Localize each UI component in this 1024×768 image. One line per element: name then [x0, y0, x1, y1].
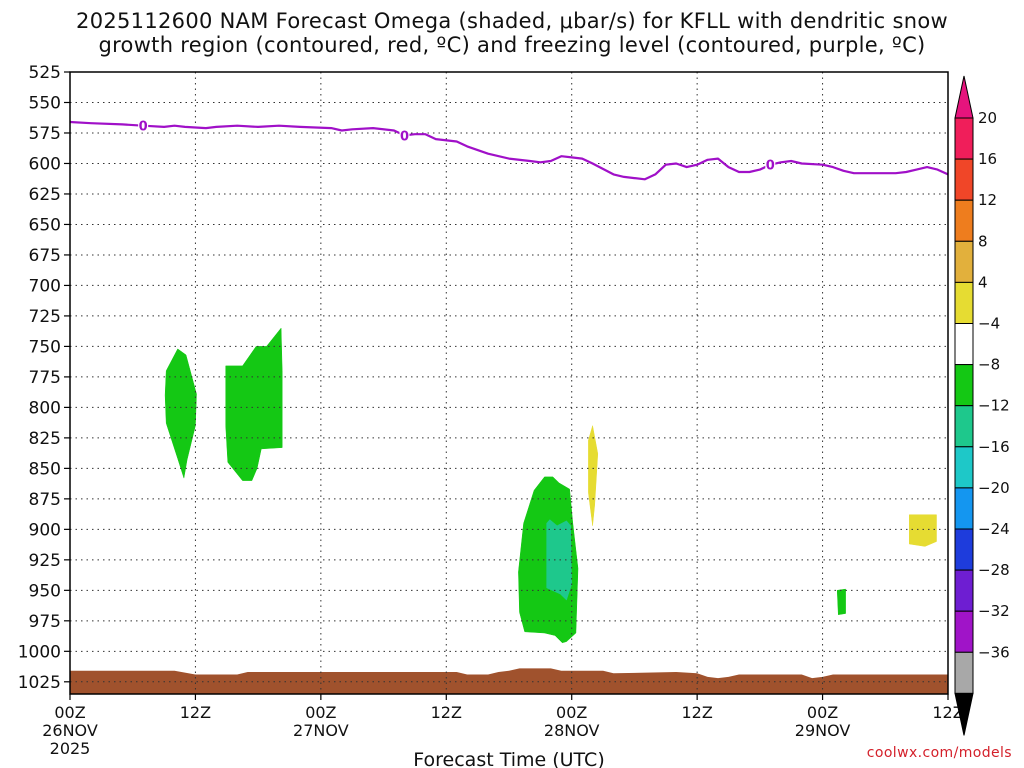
colorbar-segment — [954, 651, 974, 694]
colorbar-segment — [954, 364, 974, 407]
freezing-level-label-bg — [399, 127, 410, 143]
y-tick-label: 925 — [29, 551, 61, 571]
y-tick-label: 800 — [29, 398, 61, 418]
omega-region-green-hr11 — [164, 348, 197, 479]
y-tick-label: 900 — [29, 520, 61, 540]
colorbar-label: −32 — [978, 602, 1010, 620]
y-tick-label: 750 — [29, 337, 61, 357]
terrain-fill — [70, 668, 948, 694]
chart-title-line-1: 2025112600 NAM Forecast Omega (shaded, μ… — [76, 9, 948, 33]
y-tick-label: 950 — [29, 581, 61, 601]
x-year-label: 2025 — [50, 739, 91, 758]
colorbar-segment — [954, 569, 974, 612]
freezing-level-label: 0 — [766, 159, 775, 174]
x-tick-label: 00Z — [305, 703, 336, 722]
colorbar-label: −16 — [978, 438, 1010, 456]
colorbar-label: −12 — [978, 397, 1010, 415]
y-tick-label: 875 — [29, 490, 61, 510]
x-tick-label: 00Z — [54, 703, 85, 722]
x-date-label: 29NOV — [795, 721, 851, 740]
omega-region-yellow-hr80 — [909, 514, 937, 547]
colorbar-label: −8 — [978, 356, 1000, 374]
y-tick-label: 1000 — [18, 642, 61, 662]
x-tick-label: 00Z — [556, 703, 587, 722]
y-tick-label: 850 — [29, 459, 61, 479]
colorbar-segment — [954, 240, 974, 283]
chart-title-line-2: growth region (contoured, red, ºC) and f… — [98, 33, 926, 57]
colorbar-label: −36 — [978, 643, 1010, 661]
x-tick-label: 12Z — [681, 703, 712, 722]
colorbar-label: 12 — [978, 191, 997, 209]
colorbar-top-arrow — [954, 75, 974, 119]
y-tick-label: 825 — [29, 429, 61, 449]
colorbar-segment — [954, 323, 974, 366]
y-tick-label: 575 — [29, 124, 61, 144]
credit-link[interactable]: coolwx.com/models — [866, 745, 1012, 761]
colorbar-segment — [954, 405, 974, 448]
y-tick-label: 650 — [29, 215, 61, 235]
colorbar-label: −24 — [978, 520, 1010, 538]
colorbar-label: −4 — [978, 315, 1000, 333]
freezing-level-label: 0 — [139, 120, 148, 135]
colorbar-segment — [954, 528, 974, 571]
omega-region-yellow-hr50 — [588, 425, 599, 526]
plot-frame — [69, 71, 949, 695]
colorbar-segment — [954, 487, 974, 530]
y-tick-label: 775 — [29, 368, 61, 388]
x-tick-label: 12Z — [431, 703, 462, 722]
y-tick-label: 525 — [29, 63, 61, 83]
omega-region-teal-hr47 — [546, 519, 572, 601]
colorbar-label: 20 — [978, 109, 997, 127]
y-tick-label: 1025 — [18, 673, 61, 693]
colorbar-label: 8 — [978, 232, 988, 250]
x-date-label: 26NOV — [42, 721, 98, 740]
freezing-level-label: 0 — [400, 129, 409, 144]
x-date-label: 28NOV — [544, 721, 600, 740]
y-tick-label: 550 — [29, 93, 61, 113]
colorbar-segment — [954, 281, 974, 324]
colorbar-segment — [954, 158, 974, 201]
x-tick-label: 00Z — [807, 703, 838, 722]
y-tick-label: 700 — [29, 276, 61, 296]
y-tick-label: 600 — [29, 154, 61, 174]
colorbar-segment — [954, 610, 974, 653]
x-date-label: 27NOV — [293, 721, 349, 740]
colorbar-segment — [954, 446, 974, 489]
colorbar-label: 4 — [978, 273, 988, 291]
y-tick-label: 625 — [29, 185, 61, 205]
y-tick-label: 725 — [29, 307, 61, 327]
x-tick-label: 12Z — [180, 703, 211, 722]
colorbar-segment — [954, 199, 974, 242]
freezing-level-line — [69, 120, 949, 181]
y-tick-label: 975 — [29, 612, 61, 632]
colorbar-label: −28 — [978, 561, 1010, 579]
colorbar-label: 16 — [978, 150, 997, 168]
freezing-level-label-bg — [765, 156, 776, 172]
colorbar-label: −20 — [978, 479, 1010, 497]
colorbar-bottom-arrow — [954, 692, 974, 736]
freezing-level-label-bg — [138, 117, 149, 133]
x-tick-label: 12Z — [932, 703, 963, 722]
colorbar-segment — [954, 117, 974, 160]
x-axis-title: Forecast Time (UTC) — [413, 749, 604, 768]
omega-region-green-hr73 — [836, 588, 846, 615]
y-tick-label: 675 — [29, 246, 61, 266]
